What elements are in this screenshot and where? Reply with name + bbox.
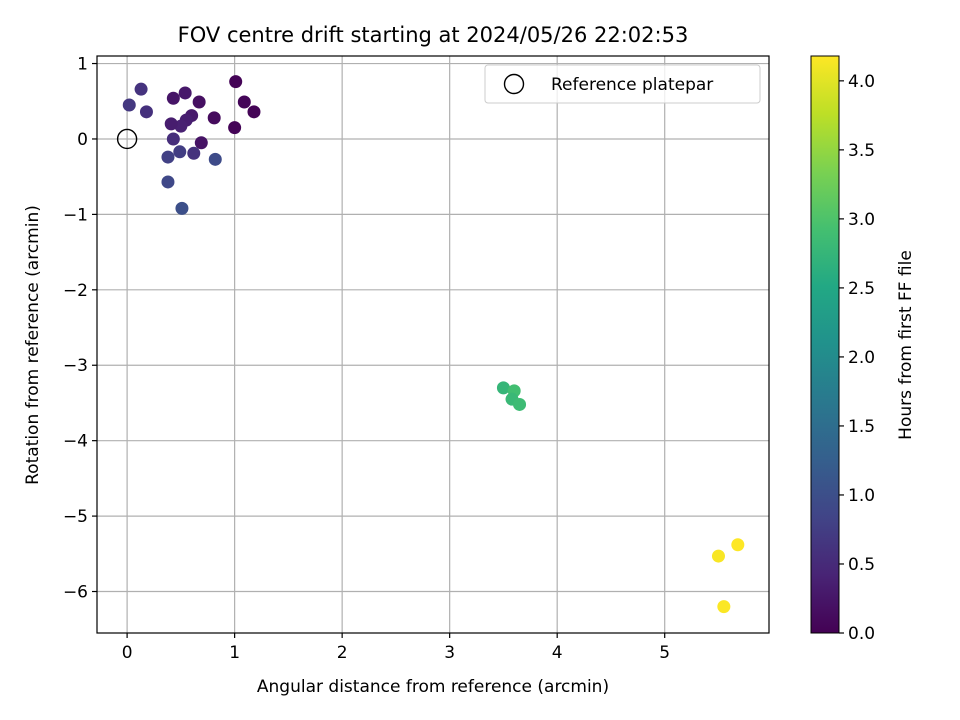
colorbar-tick-label: 2.0 xyxy=(848,348,875,368)
y-tick-label: −2 xyxy=(63,281,88,301)
data-points xyxy=(122,75,745,614)
plot-background xyxy=(97,56,769,633)
x-tick-label: 1 xyxy=(229,643,240,663)
legend-label: Reference platepar xyxy=(551,75,713,95)
x-tick-label: 2 xyxy=(337,643,348,663)
y-tick-label: 1 xyxy=(77,55,88,75)
y-tick-label: −1 xyxy=(63,205,88,225)
data-point xyxy=(173,145,187,159)
y-tick-label: −5 xyxy=(63,507,88,527)
colorbar-tick-label: 0.5 xyxy=(848,555,875,575)
plot-area: 0 1 2 3 4 5 1 0 −1 −2 −3 −4 −5 −6 xyxy=(63,55,770,663)
data-point xyxy=(139,105,153,119)
colorbar-gradient xyxy=(810,55,840,634)
data-point xyxy=(208,152,222,166)
data-point xyxy=(711,549,725,563)
y-axis-ticks: 1 0 −1 −2 −3 −4 −5 −6 xyxy=(63,55,97,603)
legend-marker xyxy=(503,73,525,95)
colorbar-tick-label: 2.5 xyxy=(848,279,875,299)
x-tick-label: 0 xyxy=(122,643,133,663)
grid xyxy=(97,56,769,633)
colorbar-tick-label: 4.0 xyxy=(848,72,875,92)
data-point xyxy=(161,150,175,164)
y-tick-label: −3 xyxy=(63,356,88,376)
data-point xyxy=(187,146,201,160)
colorbar-ticks: 0.0 0.5 1.0 1.5 2.0 2.5 3.0 3.5 4.0 xyxy=(839,72,875,644)
data-point xyxy=(717,600,731,614)
x-axis-ticks: 0 1 2 3 4 5 xyxy=(122,633,670,663)
data-point xyxy=(166,91,180,105)
data-point xyxy=(164,117,178,131)
reference-marker xyxy=(116,128,138,150)
data-point xyxy=(229,75,243,89)
y-tick-label: −6 xyxy=(63,583,88,603)
colorbar: 0.0 0.5 1.0 1.5 2.0 2.5 3.0 3.5 4.0 xyxy=(810,55,875,644)
data-point xyxy=(207,111,221,125)
data-point xyxy=(228,121,242,135)
data-point xyxy=(513,397,527,411)
data-point xyxy=(247,105,261,119)
data-point xyxy=(161,175,175,189)
data-point xyxy=(178,86,192,100)
colorbar-tick-label: 3.0 xyxy=(848,210,875,230)
data-point xyxy=(194,136,208,150)
colorbar-label: Hours from first FF file xyxy=(896,250,916,440)
data-point xyxy=(134,82,148,96)
chart-title: FOV centre drift starting at 2024/05/26 … xyxy=(178,23,689,47)
legend-box xyxy=(484,64,761,104)
x-axis-label: Angular distance from reference (arcmin) xyxy=(257,677,609,697)
colorbar-tick-label: 0.0 xyxy=(848,624,875,644)
reference-platepar-point xyxy=(116,128,138,150)
x-tick-label: 3 xyxy=(444,643,455,663)
x-tick-label: 4 xyxy=(552,643,563,663)
data-point xyxy=(192,95,206,109)
x-tick-label: 5 xyxy=(659,643,670,663)
legend: Reference platepar xyxy=(484,64,761,104)
colorbar-tick-label: 3.5 xyxy=(848,141,875,161)
colorbar-tick-label: 1.0 xyxy=(848,486,875,506)
data-point xyxy=(122,98,136,112)
data-point xyxy=(166,132,180,146)
y-tick-label: −4 xyxy=(63,432,88,452)
data-point xyxy=(175,201,189,215)
data-point xyxy=(731,538,745,552)
plot-frame xyxy=(96,55,770,634)
colorbar-tick-label: 1.5 xyxy=(848,417,875,437)
data-point xyxy=(237,95,251,109)
y-tick-label: 0 xyxy=(77,130,88,150)
y-axis-label: Rotation from reference (arcmin) xyxy=(23,205,43,485)
data-point xyxy=(496,381,510,395)
data-point xyxy=(174,119,188,133)
